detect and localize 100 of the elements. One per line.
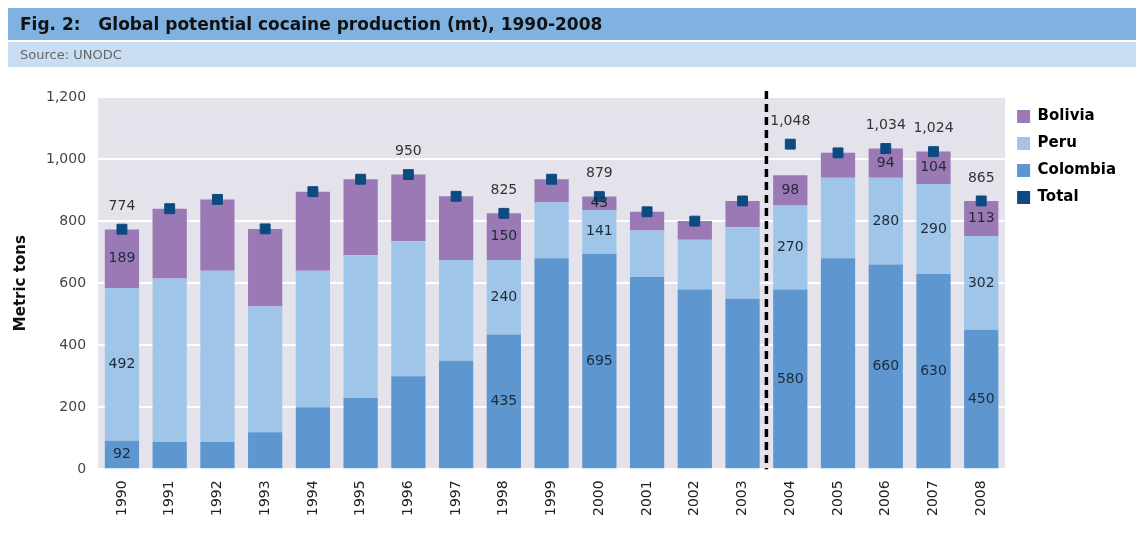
point [259, 223, 271, 235]
data-label: 113 [967, 209, 995, 226]
bar [677, 221, 712, 240]
data-label: 280 [872, 211, 900, 228]
bar [725, 298, 760, 469]
point [641, 206, 653, 218]
bar [677, 289, 712, 469]
data-label: 1,034 [865, 116, 906, 133]
bar [773, 289, 808, 469]
bar [916, 273, 951, 469]
data-label: 865 [967, 168, 995, 185]
source-note: Source: UNODC [8, 42, 1136, 67]
bar [248, 228, 283, 307]
y-tick-label: 1,200 [45, 87, 87, 104]
bar [820, 258, 856, 469]
bar [868, 264, 903, 469]
data-label: 1,024 [913, 119, 954, 136]
point [402, 169, 414, 181]
point [211, 193, 223, 205]
point [928, 146, 939, 158]
point [116, 223, 128, 235]
data-label: 580 [776, 369, 804, 386]
x-tick-label: 1998 [494, 480, 511, 517]
bar [582, 209, 617, 254]
data-label: 98 [781, 181, 800, 198]
bar [677, 239, 712, 290]
y-tick-label: 0 [77, 460, 87, 477]
x-tick-label: 2005 [828, 480, 845, 517]
bar [486, 334, 521, 469]
x-tick-label: 2002 [685, 480, 702, 517]
x-tick-label: 2000 [589, 480, 606, 517]
x-tick-label: 2003 [733, 480, 750, 517]
bar [629, 230, 665, 277]
bar [773, 205, 808, 290]
bar [534, 202, 569, 259]
bar [582, 253, 617, 469]
bar [295, 191, 331, 271]
data-label: 695 [585, 351, 613, 368]
bar [343, 398, 378, 469]
bar [486, 259, 521, 335]
point [784, 138, 796, 150]
data-label: 302 [967, 273, 995, 290]
data-label: 774 [108, 196, 136, 213]
data-label: 825 [490, 181, 518, 198]
bar [868, 177, 903, 265]
bar [725, 200, 760, 228]
legend-label: Bolivia [1037, 106, 1095, 125]
bar [438, 259, 474, 361]
x-tick-label: 2001 [637, 480, 654, 517]
bar [391, 241, 426, 377]
data-label: 94 [876, 153, 895, 170]
x-tick-label: 1999 [542, 480, 559, 517]
point [546, 173, 558, 185]
bar [820, 152, 856, 178]
data-label: 492 [108, 355, 136, 372]
point [975, 195, 987, 207]
legend-label: Total [1037, 187, 1079, 206]
data-label: 879 [585, 164, 613, 181]
data-label: 270 [776, 238, 804, 255]
y-axis-title: Metric tons [10, 235, 29, 332]
bar [438, 196, 474, 260]
legend-label: Peru [1037, 133, 1077, 152]
bar [725, 227, 760, 299]
bar [534, 258, 569, 469]
y-tick-label: 1,000 [45, 149, 87, 166]
x-tick-label: 1997 [446, 480, 463, 517]
data-label: 189 [108, 249, 136, 266]
data-label: 435 [490, 392, 518, 409]
bar [295, 270, 331, 408]
bar [820, 177, 856, 259]
bar [152, 208, 187, 279]
y-tick-label: 400 [59, 335, 87, 352]
bar [343, 255, 378, 398]
legend-label: Colombia [1037, 160, 1117, 179]
data-label: 92 [113, 445, 131, 462]
bar [200, 199, 235, 271]
data-label: 1,048 [770, 111, 811, 128]
point [164, 203, 176, 215]
bar [200, 270, 235, 443]
bar [964, 236, 999, 330]
bar [773, 175, 808, 206]
data-label: 150 [490, 227, 518, 244]
data-label: 660 [872, 357, 900, 374]
x-tick-label: 2006 [876, 480, 893, 517]
y-tick-label: 200 [59, 397, 87, 414]
x-tick-label: 1995 [351, 480, 368, 517]
x-tick-label: 2008 [971, 480, 988, 517]
data-label: 630 [920, 361, 947, 378]
y-tick-label: 600 [59, 273, 87, 290]
x-tick-label: 2007 [924, 480, 941, 517]
point [450, 190, 462, 202]
data-label: 240 [490, 287, 518, 304]
x-tick-label: 1992 [208, 480, 225, 517]
bar [964, 329, 999, 469]
bar [152, 278, 187, 443]
bar [534, 179, 569, 203]
point [498, 207, 510, 219]
x-tick-label: 1993 [255, 480, 272, 517]
bar [248, 306, 283, 433]
data-label: 450 [967, 389, 995, 406]
